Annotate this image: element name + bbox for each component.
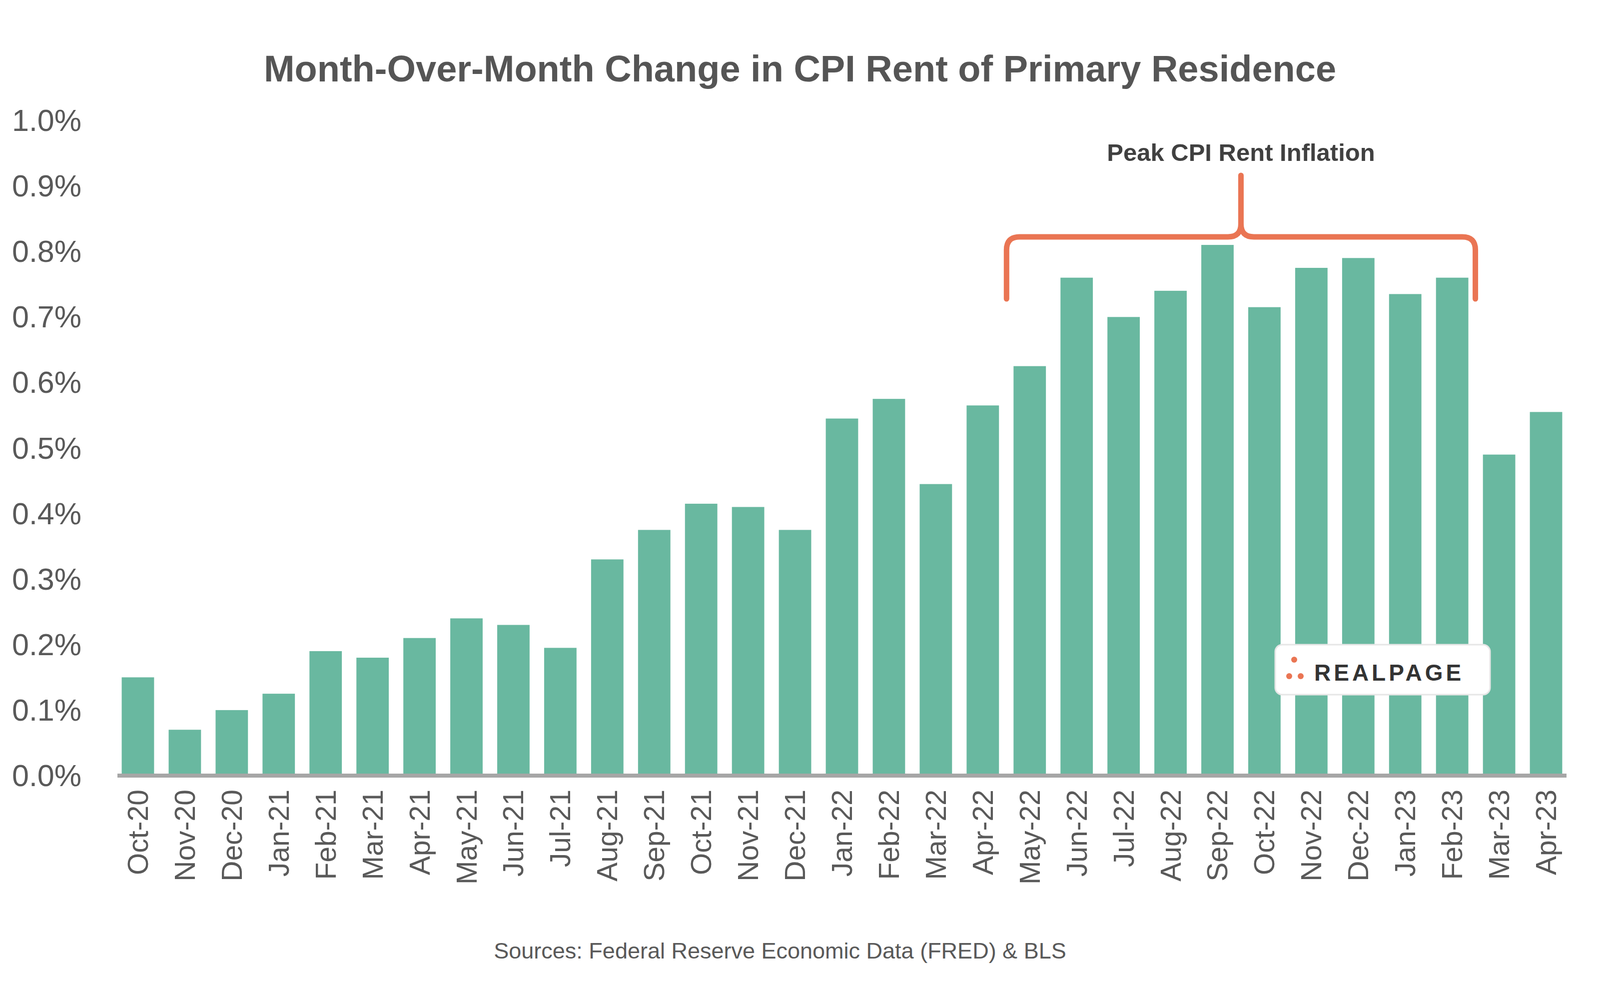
- bar: [1060, 277, 1093, 776]
- annotation-bracket: [1006, 175, 1476, 299]
- bar: [1483, 454, 1516, 776]
- bar: [779, 529, 812, 776]
- y-tick-label: 0.6%: [11, 365, 82, 400]
- logo-dot: [1291, 656, 1298, 663]
- logo: REALPAGE: [1275, 644, 1491, 695]
- x-tick-label: Nov-20: [168, 789, 201, 882]
- y-tick-label: 0.8%: [11, 234, 82, 269]
- x-tick-label: Aug-22: [1154, 789, 1187, 882]
- x-axis-line: [117, 773, 1567, 778]
- y-tick-label: 0.9%: [11, 168, 82, 203]
- y-tick-label: 0.5%: [11, 431, 82, 466]
- bar: [638, 529, 671, 776]
- bar: [121, 677, 155, 776]
- source: Sources: Federal Reserve Economic Data (…: [493, 937, 1066, 964]
- y-tick-label: 0.0%: [11, 758, 82, 793]
- annotation-text: Peak CPI Rent Inflation: [1106, 138, 1375, 166]
- x-tick-label: Jun-21: [497, 789, 530, 877]
- bar: [1013, 366, 1046, 776]
- bar: [1436, 277, 1469, 776]
- bars: [121, 244, 1563, 776]
- bar: [215, 710, 248, 776]
- x-tick-label: Apr-22: [966, 789, 999, 875]
- bar: [591, 559, 624, 776]
- bar: [1389, 293, 1422, 776]
- y-tick-label: 0.2%: [11, 627, 82, 662]
- x-tick-label: Feb-21: [309, 789, 342, 880]
- logo-box: [1275, 644, 1491, 695]
- x-tick-label: Dec-21: [779, 789, 811, 882]
- x-tick-label: Apr-23: [1530, 789, 1563, 875]
- y-tick-label: 0.3%: [11, 562, 82, 597]
- bar: [1342, 257, 1375, 776]
- bar: [872, 398, 906, 776]
- bar: [309, 651, 342, 776]
- y-tick-label: 0.7%: [11, 299, 82, 334]
- bar: [919, 484, 952, 776]
- x-tick-label: Oct-22: [1248, 789, 1281, 875]
- bar: [966, 405, 999, 776]
- bar: [685, 503, 718, 776]
- bar: [403, 638, 436, 776]
- bar: [1107, 316, 1140, 776]
- x-tick-label: Mar-21: [356, 789, 389, 880]
- bar: [497, 624, 530, 776]
- y-tick-label: 0.1%: [11, 693, 82, 728]
- logo-text: REALPAGE: [1314, 659, 1465, 686]
- chart: Month-Over-Month Change in CPI Rent of P…: [0, 0, 1600, 993]
- bar: [356, 657, 389, 776]
- bar: [732, 506, 765, 776]
- x-tick-label: Jan-21: [262, 789, 295, 877]
- x-tick-label: Dec-22: [1342, 789, 1375, 882]
- bar: [544, 647, 577, 776]
- x-tick-label: Jun-22: [1060, 789, 1093, 877]
- x-tick-label: Feb-22: [872, 789, 905, 880]
- title: Month-Over-Month Change in CPI Rent of P…: [263, 47, 1337, 90]
- x-tick-label: May-21: [450, 789, 483, 885]
- x-tick-label: Jul-22: [1107, 789, 1140, 867]
- bar: [450, 618, 483, 776]
- y-tick-label: 1.0%: [11, 103, 82, 138]
- logo-dot: [1286, 673, 1293, 680]
- y-tick-label: 0.4%: [11, 496, 82, 531]
- bar: [825, 418, 859, 776]
- x-tick-label: Nov-22: [1295, 789, 1328, 882]
- x-tick-label: Sep-22: [1201, 789, 1234, 882]
- bar: [1248, 307, 1281, 776]
- bar: [262, 693, 295, 776]
- bar: [1201, 244, 1234, 776]
- x-tick-label: Jan-22: [825, 789, 858, 877]
- x-tick-label: Dec-20: [215, 789, 248, 882]
- bar: [168, 729, 201, 776]
- bar: [1295, 267, 1328, 776]
- x-tick-label: Mar-23: [1483, 789, 1516, 880]
- x-tick-label: Jul-21: [544, 789, 577, 867]
- bar: [1154, 290, 1187, 776]
- x-tick-label: Oct-20: [121, 789, 154, 875]
- bar: [1530, 411, 1563, 776]
- x-tick-label: Oct-21: [685, 789, 718, 875]
- x-tick-label: Feb-23: [1436, 789, 1469, 880]
- x-tick-label: Sep-21: [638, 789, 671, 882]
- x-tick-label: Jan-23: [1389, 789, 1422, 877]
- x-tick-label: Apr-21: [403, 789, 436, 875]
- x-tick-label: Nov-21: [732, 789, 765, 882]
- x-tick-label: Mar-22: [919, 789, 952, 880]
- logo-dot: [1297, 673, 1304, 680]
- x-tick-label: May-22: [1013, 789, 1046, 885]
- x-tick-label: Aug-21: [591, 789, 624, 882]
